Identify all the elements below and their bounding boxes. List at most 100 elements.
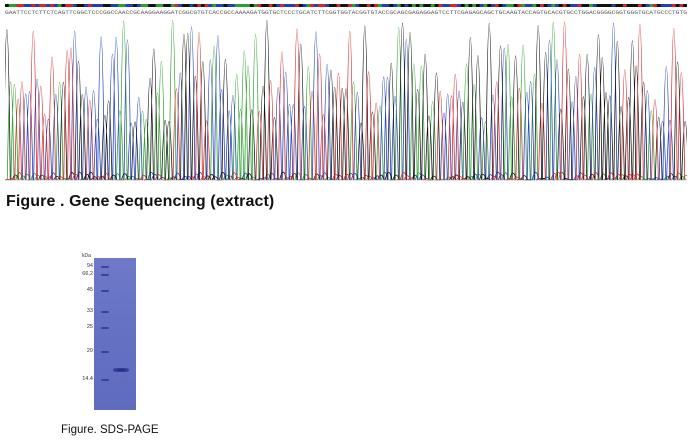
- base-color-strip-cell: [664, 4, 669, 7]
- base-color-strip-cell: [80, 4, 85, 7]
- base-color-strip-cell: [185, 4, 191, 7]
- base-color-strip-cell: [234, 4, 240, 7]
- base-color-strip-cell: [347, 4, 353, 7]
- base-color-strip-cell: [491, 4, 496, 7]
- base-color-strip-cell: [238, 4, 243, 7]
- base-color-strip-cell: [280, 4, 285, 7]
- base-color-strip-cell: [468, 4, 473, 7]
- base-color-strip-cell: [16, 4, 21, 7]
- base-color-strip-cell: [53, 4, 59, 7]
- sds-page-figure-caption: Figure. SDS-PAGE: [61, 424, 159, 436]
- base-color-strip-cell: [626, 4, 631, 7]
- base-color-strip-cell: [585, 4, 590, 7]
- base-color-strip-cell: [5, 4, 10, 7]
- base-color-strip-cell: [151, 4, 157, 7]
- base-color-strip-cell: [566, 4, 571, 7]
- base-color-strip-cell: [453, 4, 458, 7]
- marker-label-45: 45: [86, 287, 93, 293]
- base-color-strip-cell: [91, 4, 96, 7]
- ladder-band: [101, 311, 109, 313]
- trace-C: [21, 23, 679, 181]
- ladder-band: [101, 274, 109, 276]
- sds-page-gel-figure: kDa 94 66.2 45 33 25 20 14.4: [76, 250, 146, 415]
- base-color-strip-cell: [87, 4, 93, 7]
- base-color-strip-cell: [498, 4, 503, 7]
- base-color-strip-cell: [596, 4, 601, 7]
- base-color-strip-cell: [242, 4, 247, 7]
- base-color-strip-cell: [464, 4, 469, 7]
- ladder-band: [101, 379, 109, 381]
- base-color-strip-cell: [634, 4, 639, 7]
- base-color-strip-cell: [246, 4, 251, 7]
- chromatogram-trace: GAATTCCTCTTCTCAGTTCGGCTCCCGGCCAACCGCAAGG…: [5, 4, 687, 181]
- base-color-strip-cell: [656, 4, 662, 7]
- base-call-sequence: GAATTCCTCTTCTCAGTTCGGCTCCCGGCCAACCGCAAGG…: [5, 10, 687, 16]
- base-color-strip-cell: [118, 4, 123, 7]
- base-color-strip-cell: [671, 4, 677, 7]
- base-color-strip-cell: [178, 4, 183, 7]
- base-color-strip-cell: [381, 4, 386, 7]
- base-color-strip-cell: [611, 4, 616, 7]
- base-color-strip-cell: [50, 4, 55, 7]
- base-color-strip-cell: [27, 4, 32, 7]
- base-color-strip-cell: [404, 4, 409, 7]
- base-color-strip-cell: [573, 4, 579, 7]
- base-color-strip-cell: [649, 4, 654, 7]
- base-color-strip-cell: [298, 4, 304, 7]
- base-color-strip-cell: [445, 4, 451, 7]
- base-color-strip-cell: [389, 4, 394, 7]
- marker-label-20: 20: [86, 348, 93, 354]
- base-color-strip-cell: [76, 4, 81, 7]
- base-color-strip-cell: [69, 4, 74, 7]
- base-color-strip-cell: [332, 4, 337, 7]
- base-color-strip-cell: [400, 4, 405, 7]
- base-color-strip-cell: [589, 4, 594, 7]
- base-color-strip-cell: [306, 4, 311, 7]
- marker-label-94: 94: [86, 263, 93, 269]
- base-color-strip-cell: [223, 4, 228, 7]
- base-color-strip-cell: [268, 4, 273, 7]
- base-color-strip-cell: [208, 4, 213, 7]
- base-color-strip-cell: [38, 4, 44, 7]
- base-color-strip-cell: [170, 4, 175, 7]
- base-color-strip-cell: [683, 4, 687, 7]
- base-color-strip-cell: [679, 4, 684, 7]
- base-color-strip-cell: [449, 4, 454, 7]
- base-color-strip-cell: [675, 4, 680, 7]
- base-color-strip-cell: [600, 4, 605, 7]
- marker-label-66-2: 66.2: [82, 271, 93, 277]
- base-color-strip-cell: [174, 4, 179, 7]
- ladder-band: [101, 351, 109, 353]
- base-color-strip-cell: [261, 4, 266, 7]
- base-color-strip-cell: [378, 4, 383, 7]
- base-color-strip-cell: [619, 4, 624, 7]
- base-color-strip-cell: [163, 4, 168, 7]
- base-color-strip-cell: [219, 4, 224, 7]
- base-color-strip-cell: [547, 4, 552, 7]
- base-color-strip-cell: [65, 4, 70, 7]
- base-color-strip-cell: [641, 4, 646, 7]
- base-color-strip-cell: [630, 4, 635, 7]
- base-color-strip-cell: [351, 4, 356, 7]
- base-color-strip-cell: [295, 4, 300, 7]
- base-color-strip-cell: [442, 4, 447, 7]
- base-color-strip-cell: [483, 4, 488, 7]
- base-color-strip-cell: [528, 4, 533, 7]
- base-color-strip-cell: [336, 4, 341, 7]
- base-color-strip-cell: [423, 4, 428, 7]
- base-color-strip-cell: [393, 4, 398, 7]
- base-color-strip-cell: [427, 4, 432, 7]
- base-color-strip-cell: [12, 4, 17, 7]
- base-color-strip-cell: [558, 4, 564, 7]
- base-color-strip-cell: [291, 4, 296, 7]
- base-color-strip-cell: [253, 4, 258, 7]
- base-color-strip-cell: [110, 4, 115, 7]
- base-color-strip-cell: [84, 4, 89, 7]
- base-color-strip-cell: [524, 4, 530, 7]
- base-color-strip-cell: [197, 4, 202, 7]
- base-color-strip-cell: [366, 4, 371, 7]
- base-color-strip-cell: [543, 4, 548, 7]
- sequencing-chromatogram: GAATTCCTCTTCTCAGTTCGGCTCCCGGCCAACCGCAAGG…: [5, 4, 687, 182]
- base-color-strip-cell: [31, 4, 36, 7]
- base-color-strip-cell: [479, 4, 484, 7]
